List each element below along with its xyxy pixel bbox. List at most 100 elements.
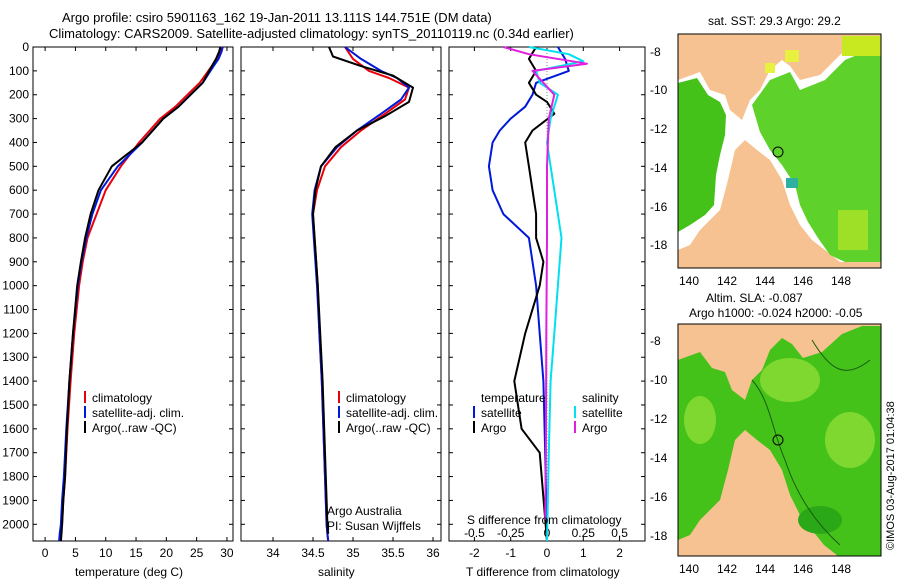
map-ytick: -12 bbox=[650, 412, 668, 426]
sst-map-title: sat. SST: 29.3 Argo: 29.2 bbox=[708, 14, 841, 28]
x-tick-label: 1 bbox=[580, 546, 587, 560]
x-tick-label-top: 0.25 bbox=[572, 526, 596, 540]
sla-high-patch bbox=[825, 412, 875, 468]
y-tick-label: 1000 bbox=[2, 279, 29, 293]
series-line-temperature-argo bbox=[513, 46, 556, 542]
map-xtick: 148 bbox=[831, 562, 851, 576]
map-xtick: 146 bbox=[793, 274, 813, 288]
salinity-legend: climatology satellite-adj. clim. Argo(..… bbox=[338, 391, 438, 435]
sst-gulf-field bbox=[678, 78, 726, 232]
y-tick-label: 400 bbox=[9, 135, 29, 149]
sla-high-patch bbox=[760, 358, 820, 402]
series-line-argo-raw-qc- bbox=[312, 46, 414, 534]
map-ytick: -12 bbox=[650, 122, 668, 136]
legend-climatology: climatology bbox=[346, 391, 406, 405]
x-tick-label: 34 bbox=[266, 546, 280, 560]
map-ytick: -18 bbox=[650, 238, 668, 252]
map-xtick: 148 bbox=[831, 274, 851, 288]
y-tick-label: 500 bbox=[9, 159, 29, 173]
x-tick-label: 36 bbox=[426, 546, 440, 560]
x-tick-label: 0 bbox=[42, 546, 49, 560]
legend-temp-argo: Argo bbox=[481, 421, 507, 435]
legend-climatology: climatology bbox=[92, 391, 152, 405]
sla-contour-line bbox=[751, 379, 841, 546]
map-ytick: -10 bbox=[650, 373, 668, 387]
map-ytick: -18 bbox=[650, 529, 668, 543]
x-tick-label: 34.5 bbox=[301, 546, 325, 560]
x-tick-label: 30 bbox=[220, 546, 234, 560]
legend-satellite: satellite-adj. clim. bbox=[346, 406, 438, 420]
argo-position-marker bbox=[772, 146, 784, 158]
pi-label: PI: Susan Wijffels bbox=[327, 519, 421, 533]
legend-temperature-title: temperature bbox=[481, 391, 546, 405]
map-ytick: -16 bbox=[650, 490, 668, 504]
sst-map bbox=[677, 33, 882, 269]
series-line-salinity-argo bbox=[503, 46, 588, 520]
x-tick-label: -1 bbox=[505, 546, 516, 560]
y-tick-label: 1900 bbox=[2, 493, 29, 507]
y-tick-label: 300 bbox=[9, 112, 29, 126]
salinity-xlabel: salinity bbox=[318, 565, 355, 579]
y-tick-label: 0 bbox=[22, 40, 29, 54]
sst-map-xticks: 140 142 144 146 148 bbox=[679, 274, 851, 288]
difference-legend: temperature satellite Argo salinity sate… bbox=[473, 391, 623, 435]
tdiff-xlabel: T difference from climatology bbox=[466, 565, 620, 579]
x-tick-label: 35 bbox=[346, 546, 360, 560]
x-tick-label: 25 bbox=[190, 546, 204, 560]
map-ytick: -14 bbox=[650, 161, 668, 175]
legend-sal-satellite: satellite bbox=[582, 406, 623, 420]
y-tick-label: 1500 bbox=[2, 398, 29, 412]
y-tick-label: 1200 bbox=[2, 326, 29, 340]
chart-title-line1: Argo profile: csiro 5901163_162 19-Jan-2… bbox=[62, 10, 492, 25]
legend-argo: Argo(..raw -QC) bbox=[346, 421, 431, 435]
sst-warm-patch bbox=[785, 50, 799, 62]
sst-cool-patch bbox=[786, 178, 798, 188]
sla-map-yticks: -8 -10 -12 -14 -16 -18 bbox=[650, 334, 668, 543]
sst-warm-patch bbox=[842, 36, 881, 56]
y-tick-label: 1700 bbox=[2, 446, 29, 460]
map-xtick: 140 bbox=[679, 274, 699, 288]
map-xtick: 140 bbox=[679, 562, 699, 576]
x-tick-label-top: 0.5 bbox=[611, 526, 628, 540]
x-tick-label: 20 bbox=[160, 546, 174, 560]
series-line-argo-raw-qc- bbox=[59, 46, 222, 542]
sst-map-frame bbox=[677, 33, 882, 269]
y-tick-label: 1300 bbox=[2, 350, 29, 364]
y-tick-label: 1100 bbox=[3, 303, 29, 317]
map-xtick: 142 bbox=[717, 562, 737, 576]
map-xtick: 146 bbox=[793, 562, 813, 576]
y-tick-label: 1400 bbox=[2, 374, 29, 388]
map-ytick: -16 bbox=[650, 200, 668, 214]
x-tick-label: 15 bbox=[129, 546, 143, 560]
x-tick-label: 35.5 bbox=[381, 546, 405, 560]
y-tick-label: 100 bbox=[9, 64, 29, 78]
sla-map bbox=[677, 323, 882, 557]
sla-contour-line bbox=[811, 339, 871, 371]
y-tick-label: 2000 bbox=[2, 517, 29, 531]
temperature-xlabel: temperature (deg C) bbox=[75, 565, 183, 579]
x-tick-label: -2 bbox=[469, 546, 480, 560]
legend-salinity-title: salinity bbox=[582, 391, 619, 405]
map-ytick: -14 bbox=[650, 451, 668, 465]
y-tick-label: 600 bbox=[9, 183, 29, 197]
y-tick-label: 900 bbox=[9, 255, 29, 269]
x-tick-label-top: -0.5 bbox=[464, 526, 485, 540]
map-ytick: -8 bbox=[650, 45, 661, 59]
sla-map-xticks: 140 142 144 146 148 bbox=[679, 562, 851, 576]
x-tick-label-top: -0.25 bbox=[497, 526, 525, 540]
temperature-panel-frame bbox=[32, 46, 234, 542]
map-xtick: 142 bbox=[717, 274, 737, 288]
y-tick-label: 800 bbox=[9, 231, 29, 245]
sla-high-patch bbox=[684, 396, 716, 444]
imos-credit: ©IMOS 03-Aug-2017 01:04:38 bbox=[885, 401, 897, 550]
x-tick-label: 0 bbox=[544, 546, 551, 560]
sst-map-yticks: -8 -10 -12 -14 -16 -18 bbox=[650, 45, 668, 252]
legend-argo: Argo(..raw -QC) bbox=[92, 421, 177, 435]
sla-map-subtitle: Argo h1000: -0.024 h2000: -0.05 bbox=[689, 306, 863, 320]
argo-position-marker bbox=[772, 434, 784, 446]
sla-map-frame bbox=[677, 323, 882, 557]
sdiff-top-label: S difference from climatology bbox=[467, 513, 622, 527]
y-tick-label: 1800 bbox=[2, 470, 29, 484]
legend-satellite: satellite-adj. clim. bbox=[92, 406, 184, 420]
